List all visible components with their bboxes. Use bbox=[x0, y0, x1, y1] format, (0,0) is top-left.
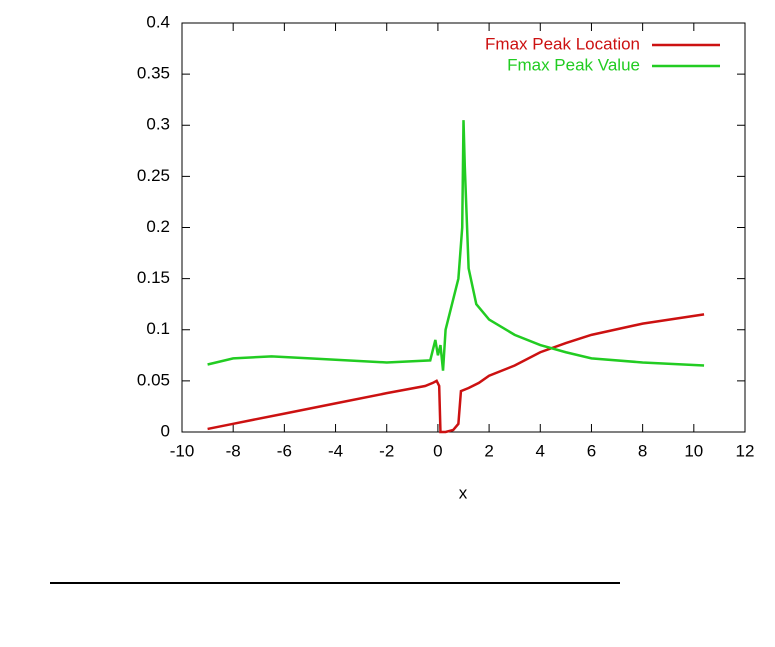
series-line bbox=[207, 313, 705, 434]
y-tick-label: 0.25 bbox=[137, 166, 170, 185]
x-tick-label: 2 bbox=[484, 441, 493, 460]
x-tick-label: 12 bbox=[736, 441, 755, 460]
y-tick-label: 0.1 bbox=[146, 319, 170, 338]
x-tick-label: -6 bbox=[277, 441, 292, 460]
x-tick-label: -2 bbox=[379, 441, 394, 460]
y-tick-label: 0.3 bbox=[146, 115, 170, 134]
plot-frame bbox=[181, 22, 746, 433]
x-tick-label: 6 bbox=[587, 441, 596, 460]
y-tick-label: 0.2 bbox=[146, 217, 170, 236]
x-tick-label: 8 bbox=[638, 441, 647, 460]
x-tick-label: -10 bbox=[170, 441, 195, 460]
y-tick-label: 0.4 bbox=[146, 12, 170, 31]
legend-label: Fmax Peak Value bbox=[507, 55, 640, 74]
y-tick-label: 0.15 bbox=[137, 268, 170, 287]
legend-label: Fmax Peak Location bbox=[485, 34, 640, 53]
x-tick-label: 4 bbox=[536, 441, 545, 460]
x-tick-label: -8 bbox=[226, 441, 241, 460]
series-line bbox=[207, 120, 705, 371]
y-tick-label: 0.35 bbox=[137, 64, 170, 83]
y-tick-label: 0 bbox=[161, 421, 170, 440]
x-tick-label: 10 bbox=[684, 441, 703, 460]
y-tick-label: 0.05 bbox=[137, 370, 170, 389]
x-axis-label: x bbox=[459, 483, 468, 502]
x-tick-label: 0 bbox=[433, 441, 442, 460]
x-tick-label: -4 bbox=[328, 441, 343, 460]
